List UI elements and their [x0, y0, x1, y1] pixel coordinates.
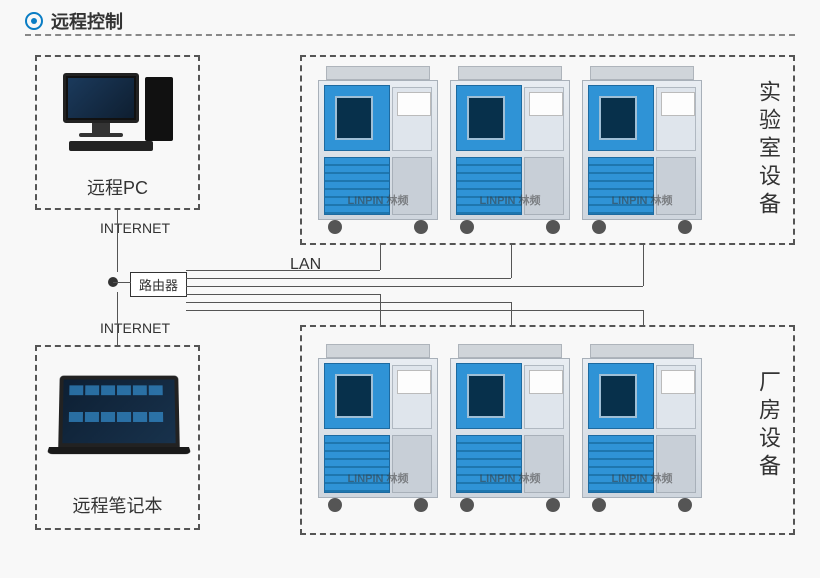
connection-line — [643, 245, 644, 286]
connection-line — [113, 282, 131, 283]
test-chamber: LINPIN 林频 — [582, 66, 702, 234]
connection-line — [186, 278, 511, 279]
test-chamber: LINPIN 林频 — [318, 66, 438, 234]
lab-label: 实验室设备 — [752, 80, 784, 220]
laptop-icon — [59, 375, 189, 459]
connection-line — [186, 302, 511, 303]
connection-line — [511, 302, 512, 325]
connection-line — [511, 245, 512, 278]
connection-line — [186, 310, 643, 311]
connection-line — [186, 286, 643, 287]
header: 远程控制 — [25, 8, 123, 34]
connection-line — [380, 245, 381, 270]
connection-line — [117, 210, 118, 272]
target-icon — [25, 12, 43, 30]
header-underline — [25, 34, 795, 36]
router-label: 路由器 — [130, 272, 187, 297]
lan-label: LAN — [290, 256, 321, 274]
internet-label-2: INTERNET — [100, 320, 170, 336]
remote-pc-box: 远程PC — [35, 55, 200, 210]
internet-label-1: INTERNET — [100, 220, 170, 236]
connection-line — [117, 292, 118, 345]
page-title: 远程控制 — [51, 8, 123, 34]
desktop-pc-icon — [63, 73, 139, 137]
remote-laptop-box: 远程笔记本 — [35, 345, 200, 530]
factory-label: 厂房设备 — [752, 370, 784, 482]
factory-equipment-row: LINPIN 林频 LINPIN 林频 LINPIN 林频 — [318, 344, 702, 512]
connection-line — [186, 270, 380, 271]
connection-line — [186, 294, 380, 295]
connection-line — [643, 310, 644, 325]
lab-equipment-row: LINPIN 林频 LINPIN 林频 LINPIN 林频 — [318, 66, 702, 234]
test-chamber: LINPIN 林频 — [582, 344, 702, 512]
test-chamber: LINPIN 林频 — [450, 66, 570, 234]
remote-laptop-label: 远程笔记本 — [37, 492, 198, 518]
test-chamber: LINPIN 林频 — [318, 344, 438, 512]
test-chamber: LINPIN 林频 — [450, 344, 570, 512]
remote-pc-label: 远程PC — [37, 174, 198, 200]
